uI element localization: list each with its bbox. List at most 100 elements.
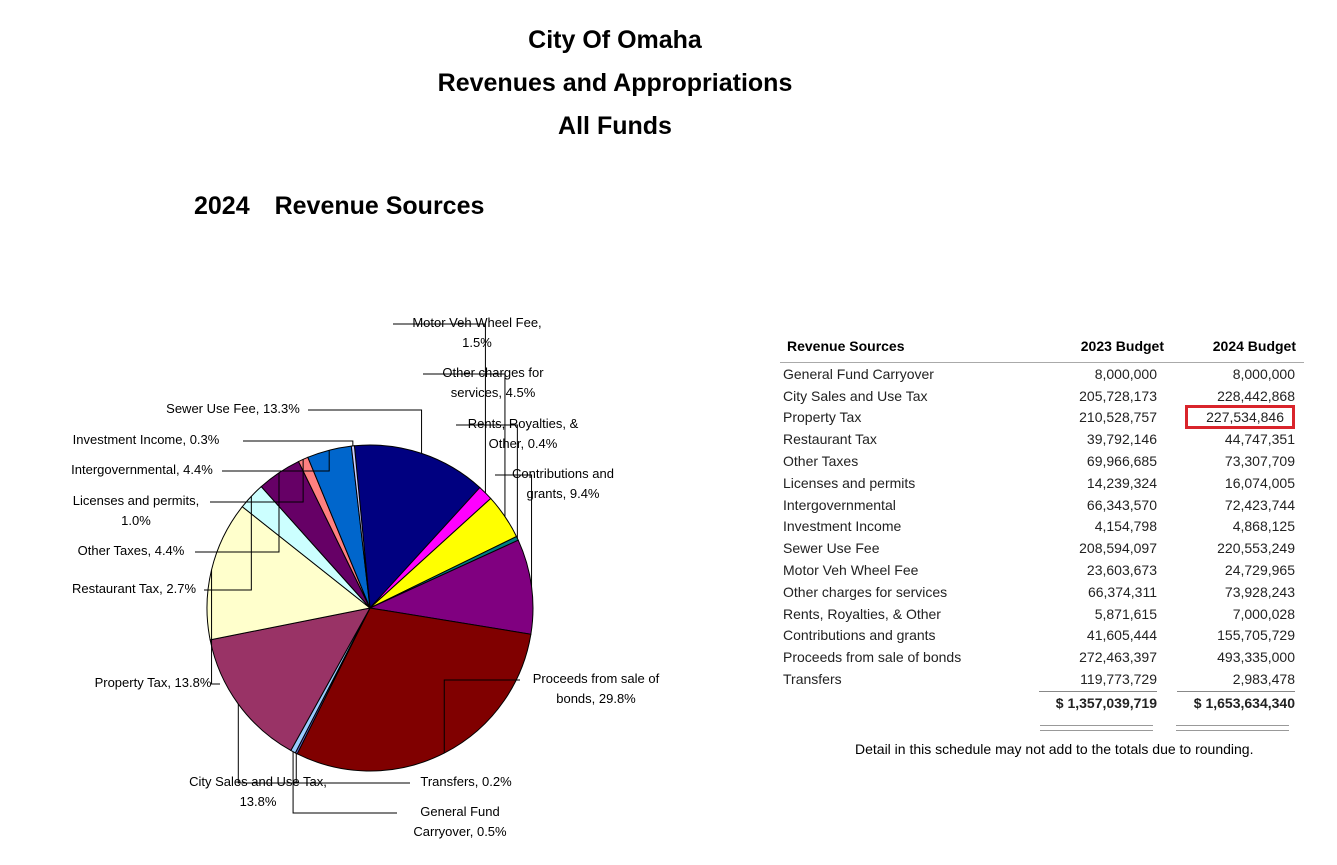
table-row: Intergovernmental 66,343,570 72,423,744 (780, 494, 1304, 516)
row-2024-budget: 4,868,125 (1232, 518, 1295, 535)
pie-label-9: Property Tax, 13.8% (95, 675, 212, 690)
row-2024-budget: 2,983,478 (1232, 671, 1295, 688)
row-2023-budget: 210,528,757 (1079, 409, 1157, 426)
table-row: Rents, Royalties, & Other 5,871,615 7,000,… (780, 603, 1304, 625)
pie-label-10: Restaurant Tax, 2.7% (72, 581, 196, 596)
table-row: Sewer Use Fee 208,594,097 220,553,249 (780, 537, 1304, 559)
row-2024-budget-highlighted: 227,534,846 (1166, 405, 1304, 430)
pie-label-6: Transfers, 0.2% (420, 774, 512, 789)
row-2023-budget: 14,239,324 (1086, 474, 1157, 491)
table-row: City Sales and Use Tax 205,728,173 228,442… (780, 385, 1304, 407)
row-source: Rents, Royalties, & Other (783, 605, 941, 622)
revenue-table: Revenue Sources 2023 Budget 2024 Budget … (780, 332, 1304, 712)
row-2023-budget: 208,594,097 (1079, 540, 1157, 557)
pie-leader-12 (210, 459, 304, 503)
table-row: Other Taxes 69,966,685 73,307,709 (780, 450, 1304, 472)
chart-title-text: Revenue Sources (274, 192, 485, 220)
pie-leader-7 (292, 751, 397, 814)
row-2023-budget: 66,343,570 (1086, 496, 1157, 513)
row-2023-budget: 69,966,685 (1086, 453, 1157, 470)
row-source: General Fund Carryover (783, 365, 934, 382)
table-row: Investment Income 4,154,798 4,868,125 (780, 516, 1304, 538)
table-header-row: Revenue Sources 2023 Budget 2024 Budget (780, 332, 1304, 363)
row-2023-budget: 41,605,444 (1086, 627, 1157, 644)
pie-leader-0 (308, 409, 423, 454)
row-2024-budget: 44,747,351 (1224, 431, 1295, 448)
table-total-row: $ 1,357,039,719 $ 1,653,634,340 (780, 690, 1304, 712)
pie-leader-3 (456, 424, 518, 539)
pie-label-1: Motor Veh Wheel Fee, 1.5% (412, 315, 541, 350)
row-2023-budget: 66,374,311 (1087, 583, 1157, 600)
row-source: Restaurant Tax (783, 431, 877, 448)
table-row: Licenses and permits 14,239,324 16,074,005 (780, 472, 1304, 494)
pie-leader-14 (243, 440, 354, 446)
col-header-2024: 2024 Budget (1166, 332, 1304, 363)
total-2024: $ 1,653,634,340 (1166, 690, 1304, 712)
pie-label-13: Intergovernmental, 4.4% (71, 462, 213, 477)
col-header-2023: 2023 Budget (1037, 332, 1166, 363)
pie-leader-9 (211, 569, 220, 685)
row-2023-budget: 5,871,615 (1094, 605, 1157, 622)
table-row: Property Tax 210,528,757 227,534,846 (780, 405, 1304, 430)
pie-label-11: Other Taxes, 4.4% (78, 543, 185, 558)
table-row: Contributions and grants 41,605,444 155,70… (780, 625, 1304, 647)
row-source: Intergovernmental (783, 496, 896, 513)
pie-label-7: General Fund Carryover, 0.5% (413, 804, 507, 839)
pie-leader-2 (423, 373, 506, 517)
row-source: City Sales and Use Tax (783, 387, 928, 404)
pie-label-0: Sewer Use Fee, 13.3% (166, 401, 300, 416)
row-source: Proceeds from sale of bonds (783, 649, 962, 666)
rounding-note: Detail in this schedule may not add to t… (855, 741, 1254, 757)
table-row: Restaurant Tax 39,792,146 44,747,351 (780, 428, 1304, 450)
pie-leader-13 (222, 450, 330, 472)
row-2024-budget: 155,705,729 (1217, 627, 1295, 644)
total-2024-value: $ 1,653,634,340 (1177, 690, 1295, 711)
col-header-source: Revenue Sources (780, 332, 1037, 363)
total-underline-2024 (1176, 725, 1289, 731)
pie-label-5: Proceeds from sale of bonds, 29.8% (533, 671, 660, 706)
row-2023-budget: 39,792,146 (1086, 431, 1157, 448)
row-2023-budget: 8,000,000 (1094, 365, 1157, 382)
pie-label-14: Investment Income, 0.3% (73, 432, 220, 447)
total-2023-value: $ 1,357,039,719 (1039, 690, 1157, 711)
pie-leader-5 (443, 679, 520, 754)
pie-slice-0 (353, 444, 481, 610)
chart-title: 2024 Revenue Sources (194, 192, 484, 221)
row-2024-budget: 73,928,243 (1224, 583, 1295, 600)
table-row: Other charges for services 66,374,311 73,9… (780, 581, 1304, 603)
row-2023-budget: 4,154,798 (1094, 518, 1157, 535)
row-2023-budget: 23,603,673 (1086, 562, 1157, 579)
row-2024-budget: 220,553,249 (1217, 540, 1295, 557)
row-source: Motor Veh Wheel Fee (783, 562, 919, 579)
row-2024-budget: 8,000,000 (1232, 365, 1295, 382)
page-title-report: Revenues and Appropriations (437, 69, 793, 97)
pie-leader-4 (495, 474, 533, 587)
chart-title-year: 2024 (194, 192, 250, 220)
row-2024-budget: 16,074,005 (1224, 474, 1295, 491)
row-2024-budget: 73,307,709 (1224, 453, 1295, 470)
row-source: Property Tax (783, 409, 862, 426)
row-source: Licenses and permits (783, 474, 916, 491)
row-source: Investment Income (783, 518, 902, 535)
table-row: Transfers 119,773,729 2,983,478 (780, 668, 1304, 690)
page-title-city: City Of Omaha (528, 26, 702, 54)
table-row: Proceeds from sale of bonds 272,463,397 49… (780, 646, 1304, 668)
row-2024-budget: 493,335,000 (1217, 649, 1295, 666)
highlight-box: 227,534,846 (1185, 405, 1295, 430)
pie-leader-1 (393, 323, 486, 493)
row-2024-budget: 24,729,965 (1224, 562, 1295, 579)
row-2024-budget: 72,423,744 (1224, 496, 1295, 513)
row-source: Transfers (783, 671, 842, 688)
row-2023-budget: 119,773,729 (1080, 671, 1157, 688)
pie-leader-10 (204, 496, 252, 591)
total-underline-2023 (1040, 725, 1153, 731)
row-source: Sewer Use Fee (783, 540, 880, 557)
revenue-pie-chart: Sewer Use Fee, 13.3% Motor Veh Wheel Fee,… (71, 315, 660, 839)
row-2024-budget: 228,442,868 (1217, 387, 1295, 404)
total-2023: $ 1,357,039,719 (1037, 690, 1166, 712)
pie-label-3: Rents, Royalties, & Other, 0.4% (468, 416, 579, 451)
pie-leader-11 (195, 472, 280, 553)
pie-label-12: Licenses and permits, 1.0% (73, 493, 199, 528)
table-row: General Fund Carryover 8,000,000 8,000,000 (780, 363, 1304, 385)
page-title-scope: All Funds (558, 112, 672, 140)
